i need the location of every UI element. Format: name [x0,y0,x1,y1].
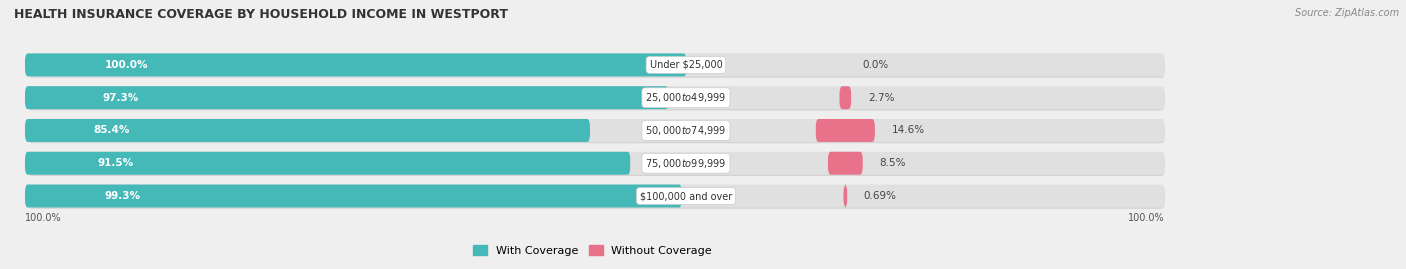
FancyBboxPatch shape [28,186,1164,209]
Text: 100.0%: 100.0% [1128,213,1164,223]
Text: 8.5%: 8.5% [879,158,905,168]
Legend: With Coverage, Without Coverage: With Coverage, Without Coverage [470,240,717,260]
Text: 85.4%: 85.4% [93,125,129,136]
Text: 2.7%: 2.7% [868,93,894,103]
FancyBboxPatch shape [828,152,863,175]
FancyBboxPatch shape [25,119,591,142]
FancyBboxPatch shape [25,185,1164,207]
FancyBboxPatch shape [25,86,668,109]
Text: Source: ZipAtlas.com: Source: ZipAtlas.com [1295,8,1399,18]
Text: $25,000 to $49,999: $25,000 to $49,999 [645,91,727,104]
Text: 0.69%: 0.69% [863,191,897,201]
FancyBboxPatch shape [25,185,682,207]
Text: 14.6%: 14.6% [891,125,925,136]
FancyBboxPatch shape [28,153,1164,176]
FancyBboxPatch shape [28,87,1164,111]
Text: 91.5%: 91.5% [98,158,134,168]
FancyBboxPatch shape [25,54,1164,76]
FancyBboxPatch shape [25,86,1164,109]
Text: 100.0%: 100.0% [25,213,62,223]
Text: 99.3%: 99.3% [104,191,141,201]
Text: 100.0%: 100.0% [104,60,148,70]
FancyBboxPatch shape [28,55,1164,78]
Text: 97.3%: 97.3% [103,93,139,103]
Text: $100,000 and over: $100,000 and over [640,191,733,201]
FancyBboxPatch shape [25,152,630,175]
FancyBboxPatch shape [839,86,851,109]
FancyBboxPatch shape [25,152,1164,175]
Text: $75,000 to $99,999: $75,000 to $99,999 [645,157,727,170]
FancyBboxPatch shape [844,185,848,207]
FancyBboxPatch shape [25,54,686,76]
Text: $50,000 to $74,999: $50,000 to $74,999 [645,124,727,137]
Text: HEALTH INSURANCE COVERAGE BY HOUSEHOLD INCOME IN WESTPORT: HEALTH INSURANCE COVERAGE BY HOUSEHOLD I… [14,8,508,21]
FancyBboxPatch shape [25,119,1164,142]
FancyBboxPatch shape [815,119,875,142]
Text: 0.0%: 0.0% [862,60,889,70]
Text: Under $25,000: Under $25,000 [650,60,723,70]
FancyBboxPatch shape [28,120,1164,143]
